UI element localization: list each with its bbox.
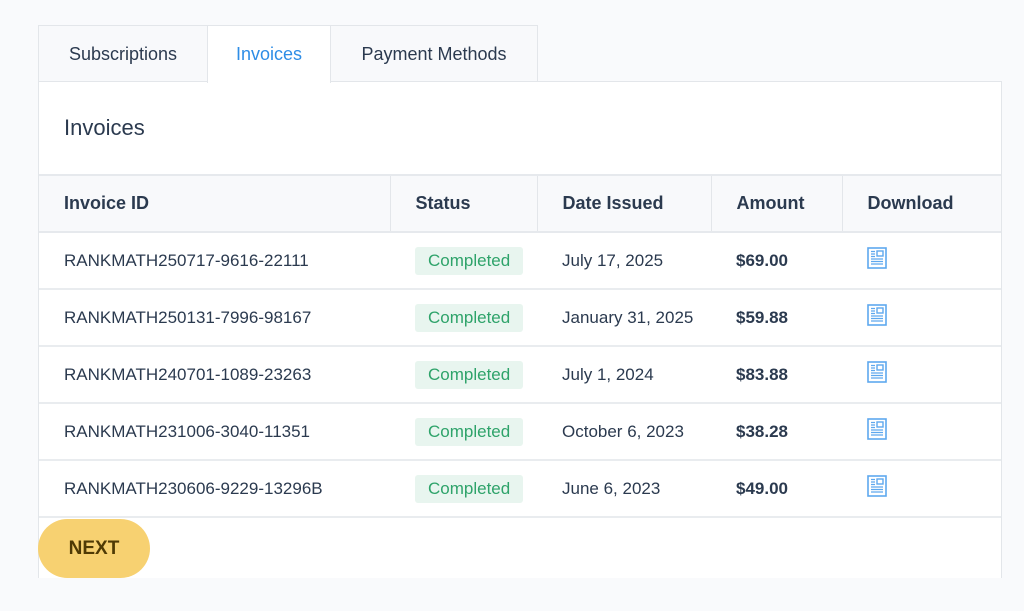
status-badge: Completed [415, 474, 524, 503]
panel-title: Invoices [39, 82, 1001, 176]
status-badge: Completed [415, 246, 524, 275]
tab-payment-methods[interactable]: Payment Methods [330, 25, 538, 82]
status-badge: Completed [415, 303, 524, 332]
invoices-panel: Invoices Invoice ID Status Date Issued A… [38, 81, 1002, 578]
status-cell: Completed [390, 346, 537, 404]
date-issued: July 1, 2024 [537, 346, 711, 404]
date-issued: July 17, 2025 [537, 232, 711, 290]
amount: $69.00 [711, 232, 842, 290]
document-icon[interactable] [867, 418, 887, 445]
amount: $49.00 [711, 460, 842, 518]
table-row: RANKMATH231006-3040-11351 Completed Octo… [39, 403, 1001, 461]
next-button[interactable]: NEXT [38, 519, 150, 578]
invoice-id: RANKMATH230606-9229-13296B [39, 460, 390, 518]
invoice-id: RANKMATH231006-3040-11351 [39, 403, 390, 461]
amount: $83.88 [711, 346, 842, 404]
table-row: RANKMATH230606-9229-13296B Completed Jun… [39, 460, 1001, 518]
date-issued: January 31, 2025 [537, 289, 711, 347]
header-date-issued: Date Issued [537, 176, 712, 233]
amount: $59.88 [711, 289, 842, 347]
download-cell [842, 346, 1001, 404]
status-cell: Completed [390, 232, 537, 290]
header-status: Status [390, 176, 538, 233]
date-issued: June 6, 2023 [537, 460, 711, 518]
status-cell: Completed [390, 289, 537, 347]
download-cell [842, 403, 1001, 461]
document-icon[interactable] [867, 247, 887, 274]
header-invoice-id: Invoice ID [39, 176, 391, 233]
invoice-id: RANKMATH240701-1089-23263 [39, 346, 390, 404]
document-icon[interactable] [867, 361, 887, 388]
document-icon[interactable] [867, 475, 887, 502]
amount: $38.28 [711, 403, 842, 461]
tab-invoices[interactable]: Invoices [207, 25, 331, 83]
invoices-table: Invoice ID Status Date Issued Amount Dow… [39, 176, 1001, 518]
download-cell [842, 460, 1001, 518]
table-row: RANKMATH240701-1089-23263 Completed July… [39, 346, 1001, 404]
status-cell: Completed [390, 460, 537, 518]
table-row: RANKMATH250131-7996-98167 Completed Janu… [39, 289, 1001, 347]
document-icon[interactable] [867, 304, 887, 331]
status-badge: Completed [415, 417, 524, 446]
status-badge: Completed [415, 360, 524, 389]
tab-subscriptions[interactable]: Subscriptions [38, 25, 208, 82]
tab-bar: Subscriptions Invoices Payment Methods [38, 25, 538, 83]
date-issued: October 6, 2023 [537, 403, 711, 461]
download-cell [842, 232, 1001, 290]
header-amount: Amount [711, 176, 843, 233]
invoice-id: RANKMATH250131-7996-98167 [39, 289, 390, 347]
table-row: RANKMATH250717-9616-22111 Completed July… [39, 232, 1001, 290]
invoice-id: RANKMATH250717-9616-22111 [39, 232, 390, 290]
header-download: Download [842, 176, 1001, 233]
download-cell [842, 289, 1001, 347]
status-cell: Completed [390, 403, 537, 461]
